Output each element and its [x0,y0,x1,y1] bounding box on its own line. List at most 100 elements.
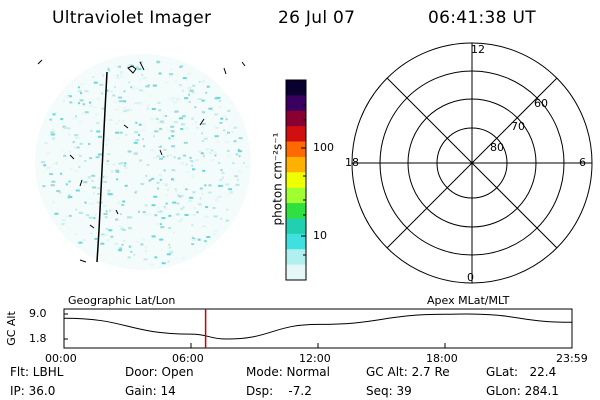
image-speckle [225,118,228,121]
image-speckle [159,120,164,123]
mlt-label-6: 6 [579,156,586,169]
image-speckle [94,213,97,216]
y-tick-9: 9.0 [29,307,47,320]
image-speckle [117,201,121,204]
image-speckle [103,233,108,236]
image-speckle [159,210,163,213]
image-speckle [189,156,192,159]
image-speckle [188,100,191,103]
image-speckle [225,219,229,222]
image-speckle [158,174,163,177]
image-speckle [123,164,127,167]
image-speckle [178,195,182,198]
image-speckle [79,154,82,157]
image-speckle [221,172,225,174]
image-speckle [182,206,185,209]
image-speckle [180,194,184,197]
image-speckle [105,89,109,92]
image-speckle [91,76,95,79]
image-speckle [171,98,174,101]
image-speckle [103,204,107,207]
image-speckle [225,183,230,186]
image-speckle [139,78,143,81]
image-speckle [78,211,83,214]
image-speckle [192,84,196,87]
image-speckle [111,170,114,173]
image-speckle [163,182,168,185]
image-speckle [223,114,227,117]
image-speckle [101,107,105,110]
image-speckle [105,239,110,242]
image-speckle [225,133,228,136]
image-speckle [171,137,174,140]
image-speckle [191,164,194,167]
image-speckle [227,154,231,157]
image-speckle [106,160,109,162]
image-speckle [120,72,123,75]
image-speckle [203,137,208,140]
image-speckle [217,184,222,187]
image-speckle [116,178,119,181]
image-speckle [119,247,123,250]
image-speckle [170,68,172,71]
altitude-curve [63,313,573,340]
image-speckle [154,256,158,259]
image-speckle [108,69,111,72]
image-speckle [72,117,77,120]
image-speckle [144,250,147,253]
image-speckle [208,184,212,187]
image-speckle [185,163,188,166]
image-speckle [156,60,161,63]
image-speckle [184,214,189,216]
image-speckle [142,77,147,80]
image-speckle [205,91,208,94]
image-speckle [107,189,111,192]
image-speckle [171,135,175,137]
image-speckle [106,138,111,141]
timeline-title-left: Geographic Lat/Lon [68,294,176,307]
image-speckle [171,145,176,148]
image-speckle [82,238,86,241]
image-speckle [167,129,171,132]
image-speckle [135,121,138,124]
image-speckle [174,188,177,190]
image-speckle [191,236,194,239]
image-speckle [202,169,206,172]
image-speckle [135,190,138,193]
image-speckle [78,241,83,244]
image-speckle [189,196,193,199]
image-speckle [179,65,183,68]
image-speckle [197,98,202,101]
image-speckle [73,146,77,149]
image-speckle [119,75,124,78]
image-speckle [230,191,233,194]
image-speckle [178,220,182,223]
image-speckle [191,160,195,163]
colorbar-segment [286,172,306,189]
image-speckle [135,139,140,142]
image-speckle [46,152,51,155]
image-speckle [52,163,55,165]
image-speckle [219,99,221,102]
image-speckle [116,137,120,140]
image-speckle [163,206,166,208]
image-speckle [144,204,148,207]
x-tick-0000: 00:00 [45,352,77,365]
image-speckle [159,145,162,148]
image-speckle [87,176,91,179]
image-speckle [201,99,205,102]
image-speckle [140,183,145,185]
image-speckle [206,85,210,88]
image-speckle [188,93,191,96]
image-speckle [158,72,162,75]
image-speckle [180,162,184,165]
image-speckle [144,213,149,216]
image-speckle [167,260,170,263]
image-speckle [216,196,221,199]
image-speckle [175,98,180,101]
image-speckle [208,191,212,194]
image-speckle [144,247,146,250]
image-speckle [197,203,202,206]
image-speckle [145,174,148,177]
image-speckle [154,214,158,217]
